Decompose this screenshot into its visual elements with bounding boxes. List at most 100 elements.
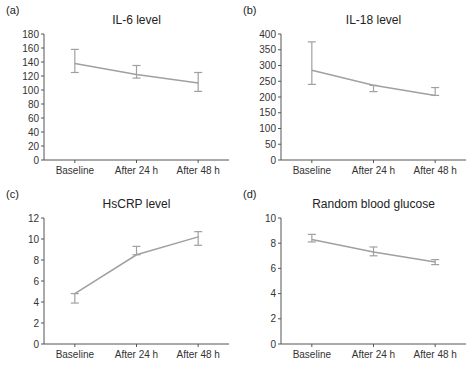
error-bar-stem bbox=[74, 49, 75, 72]
x-tick-label: After 24 h bbox=[352, 349, 395, 360]
y-tick-label: 180 bbox=[22, 29, 39, 40]
x-tick-label: After 24 h bbox=[115, 349, 158, 360]
y-tick-label: 400 bbox=[259, 29, 276, 40]
x-tick-label: Baseline bbox=[56, 165, 95, 176]
y-tick-label: 80 bbox=[28, 99, 40, 110]
error-bar-stem bbox=[373, 247, 374, 256]
plot-area bbox=[71, 232, 202, 303]
title: IL-18 level bbox=[346, 13, 401, 27]
x-axis bbox=[44, 160, 229, 161]
panel-label: (b) bbox=[243, 4, 256, 16]
error-bar-cap-bottom bbox=[370, 91, 378, 92]
plot-area bbox=[71, 49, 202, 91]
title: IL-6 level bbox=[112, 13, 161, 27]
error-bar-cap-bottom bbox=[308, 241, 316, 242]
panel-label: (d) bbox=[243, 188, 256, 200]
y-tick-label: 100 bbox=[22, 85, 39, 96]
y-tick-label: 140 bbox=[22, 57, 39, 68]
y-tick-label: 120 bbox=[22, 71, 39, 82]
y-tick-label: 100 bbox=[259, 123, 276, 134]
y-tick-label: 160 bbox=[22, 43, 39, 54]
error-bar-cap-bottom bbox=[71, 302, 79, 303]
error-bar bbox=[133, 66, 141, 79]
y-tick-label: 150 bbox=[259, 107, 276, 118]
error-bar-cap-top bbox=[194, 231, 202, 232]
x-tick-label: After 48 h bbox=[413, 165, 456, 176]
error-bar-stem bbox=[198, 73, 199, 92]
y-axis bbox=[44, 34, 45, 160]
title: Random blood glucose bbox=[312, 197, 435, 211]
error-bar-cap-bottom bbox=[308, 84, 316, 85]
error-bar bbox=[370, 247, 378, 256]
error-bar-cap-top bbox=[431, 87, 439, 88]
x-tick-label: After 24 h bbox=[352, 165, 395, 176]
plot-area bbox=[308, 42, 439, 96]
y-tick-label: 0 bbox=[33, 339, 39, 350]
y-tick-label: 300 bbox=[259, 60, 276, 71]
error-bar-cap-top bbox=[308, 234, 316, 235]
error-bar-stem bbox=[198, 232, 199, 246]
y-tick-label: 60 bbox=[28, 113, 40, 124]
error-bar bbox=[71, 49, 79, 72]
error-bar-cap-bottom bbox=[431, 264, 439, 265]
y-tick-label: 0 bbox=[33, 155, 39, 166]
y-tick-label: 50 bbox=[265, 139, 277, 150]
error-bar-cap-bottom bbox=[194, 245, 202, 246]
y-tick-label: 12 bbox=[28, 213, 40, 224]
error-bar bbox=[370, 85, 378, 91]
x-axis bbox=[281, 160, 466, 161]
error-bar bbox=[194, 232, 202, 246]
y-axis bbox=[44, 218, 45, 344]
plot-area bbox=[308, 234, 439, 264]
error-bar-cap-top bbox=[133, 246, 141, 247]
y-tick-label: 40 bbox=[28, 127, 40, 138]
x-tick-label: Baseline bbox=[56, 349, 95, 360]
error-bar bbox=[194, 73, 202, 92]
error-bar-stem bbox=[435, 260, 436, 265]
y-tick-label: 200 bbox=[259, 92, 276, 103]
error-bar-stem bbox=[136, 66, 137, 79]
subplot: (c)HsCRP level024681012BaselineAfter 24 … bbox=[6, 188, 229, 360]
error-bar-cap-top bbox=[370, 85, 378, 86]
error-bar-cap-bottom bbox=[431, 95, 439, 96]
error-bar-stem bbox=[311, 42, 312, 85]
error-bar-cap-bottom bbox=[71, 72, 79, 73]
y-tick-label: 20 bbox=[28, 141, 40, 152]
line bbox=[75, 237, 198, 294]
error-bar bbox=[71, 294, 79, 303]
y-tick-label: 250 bbox=[259, 76, 276, 87]
panel-label: (a) bbox=[6, 4, 19, 16]
error-bar-stem bbox=[74, 294, 75, 303]
x-tick-label: Baseline bbox=[293, 165, 332, 176]
x-tick-label: After 48 h bbox=[176, 349, 219, 360]
error-bar-stem bbox=[136, 246, 137, 254]
error-bar-cap-top bbox=[370, 246, 378, 247]
error-bar-stem bbox=[311, 234, 312, 242]
error-bar-cap-top bbox=[431, 259, 439, 260]
error-bar-stem bbox=[435, 88, 436, 96]
y-tick-label: 2 bbox=[270, 313, 276, 324]
error-bar bbox=[431, 88, 439, 96]
y-tick-label: 350 bbox=[259, 44, 276, 55]
y-tick-label: 0 bbox=[270, 339, 276, 350]
error-bar-cap-top bbox=[133, 65, 141, 66]
y-tick-label: 0 bbox=[270, 155, 276, 166]
y-tick-label: 2 bbox=[33, 318, 39, 329]
x-tick-label: After 48 h bbox=[413, 349, 456, 360]
subplot: (b) IL-18 level 0 50 100 150 200 250 300 350 400 Ba… bbox=[243, 4, 466, 176]
y-tick-label: 10 bbox=[28, 234, 40, 245]
error-bar-cap-top bbox=[71, 49, 79, 50]
line bbox=[312, 70, 435, 95]
error-bar-stem bbox=[373, 85, 374, 91]
error-bar-cap-top bbox=[71, 293, 79, 294]
x-axis bbox=[281, 344, 466, 345]
panel-label: (c) bbox=[6, 188, 19, 200]
subplot: (a) IL-6 level 0 20 40 60 80 100 120 140 160 180 Bas… bbox=[6, 4, 229, 176]
y-tick-label: 8 bbox=[33, 255, 39, 266]
x-tick-label: After 48 h bbox=[176, 165, 219, 176]
subplot: (d)Random blood glucose0246810BaselineAf… bbox=[243, 188, 466, 360]
error-bar-cap-bottom bbox=[370, 255, 378, 256]
x-tick-label: After 24 h bbox=[115, 165, 158, 176]
line bbox=[75, 63, 198, 83]
error-bar-cap-top bbox=[194, 72, 202, 73]
